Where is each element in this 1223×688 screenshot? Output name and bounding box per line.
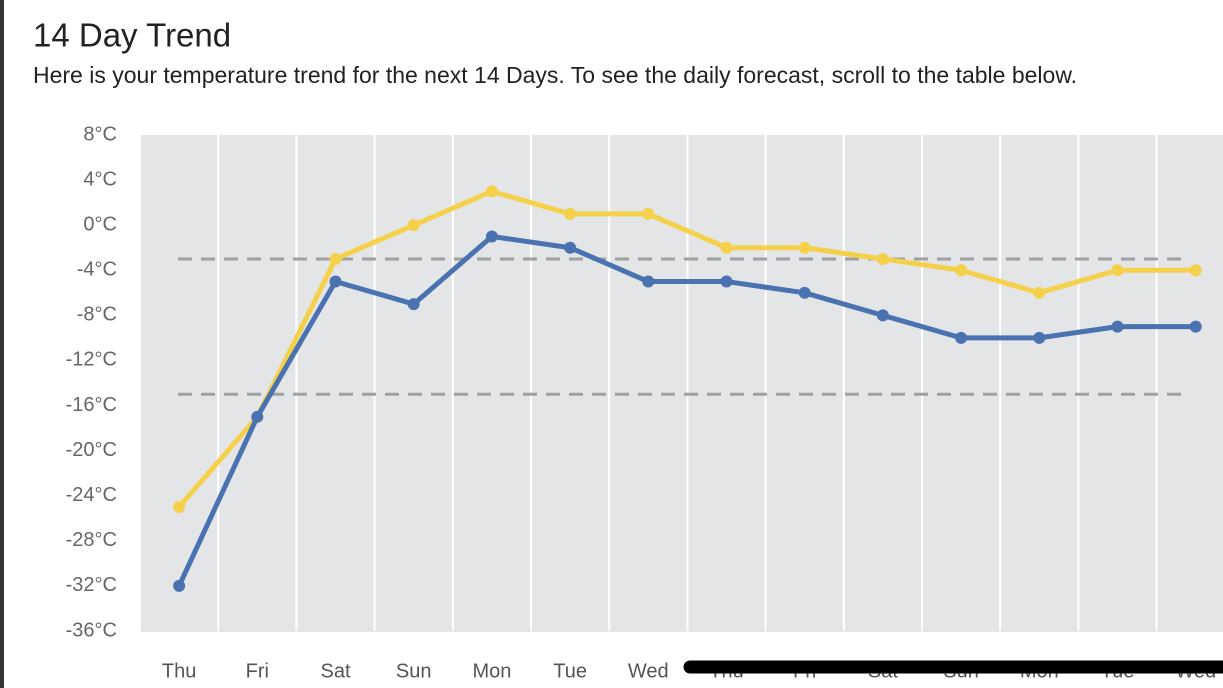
x-tick-label: Sat (320, 660, 350, 682)
chart-subtitle: Here is your temperature trend for the n… (33, 62, 1077, 88)
point (407, 298, 420, 311)
y-tick-label: -36°C (66, 619, 117, 641)
y-tick-label: -16°C (66, 394, 117, 416)
point (1033, 286, 1046, 299)
point (564, 207, 577, 220)
point (1033, 331, 1046, 344)
y-tick-label: -20°C (66, 439, 117, 461)
point (720, 241, 733, 254)
plot-area (140, 135, 1223, 632)
point (173, 579, 186, 592)
y-tick-label: 8°C (83, 123, 117, 145)
y-tick-label: -28°C (66, 529, 117, 551)
y-tick-label: -32°C (66, 574, 117, 596)
point (1189, 320, 1202, 333)
point (329, 253, 342, 265)
x-tick-label: Wed (628, 660, 669, 682)
x-tick-label: Tue (553, 660, 587, 682)
point (955, 331, 968, 344)
point (798, 286, 811, 299)
point (329, 275, 342, 288)
point (485, 185, 498, 198)
point (251, 410, 264, 423)
point (642, 207, 655, 220)
y-tick-label: -24°C (66, 484, 117, 506)
y-tick-label: 0°C (83, 213, 117, 235)
x-tick-label: Fri (246, 660, 269, 682)
point (564, 241, 577, 254)
point (407, 219, 420, 232)
y-tick-label: -8°C (77, 304, 117, 326)
point (1111, 264, 1124, 277)
chart-title: 14 Day Trend (33, 17, 231, 54)
point (642, 275, 655, 288)
point (1111, 320, 1124, 333)
x-tick-label: Thu (162, 660, 196, 682)
point (876, 309, 889, 322)
point (798, 241, 811, 254)
x-tick-label: Mon (472, 660, 511, 682)
y-tick-label: 4°C (83, 168, 117, 190)
point (955, 264, 968, 277)
point (720, 275, 733, 288)
line (176, 233, 1196, 587)
y-tick-label: -4°C (77, 259, 117, 281)
point (1189, 264, 1202, 277)
point (876, 253, 889, 265)
line (177, 188, 1196, 509)
left-edge (0, 0, 4, 688)
point (485, 230, 498, 243)
y-tick-label: -12°C (66, 349, 117, 371)
x-tick-label: Sun (396, 660, 432, 682)
point (173, 501, 186, 513)
